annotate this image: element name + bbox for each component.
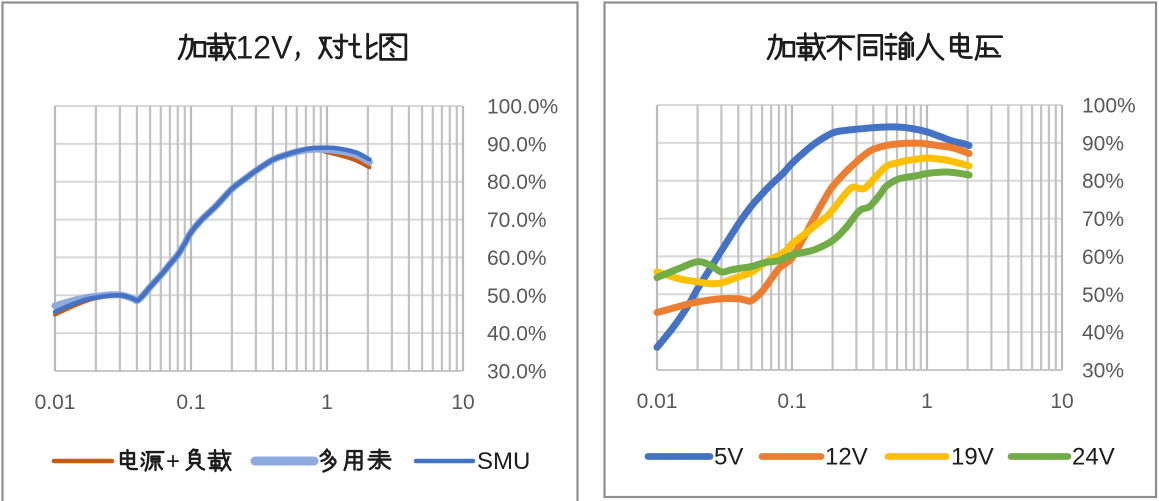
svg-text:90%: 90% — [1082, 132, 1124, 155]
svg-text:1: 1 — [921, 390, 933, 413]
svg-text:5V: 5V — [714, 444, 743, 471]
svg-text:70.0%: 70.0% — [487, 209, 547, 232]
svg-text:10: 10 — [1050, 390, 1073, 413]
svg-text:50%: 50% — [1082, 284, 1124, 307]
svg-text:60.0%: 60.0% — [487, 247, 547, 270]
svg-text:40%: 40% — [1082, 322, 1124, 345]
svg-text:SMU: SMU — [477, 448, 530, 475]
svg-text:0.01: 0.01 — [35, 391, 76, 414]
svg-text:30%: 30% — [1082, 360, 1124, 383]
svg-text:24V: 24V — [1072, 444, 1115, 471]
svg-text:12V: 12V — [825, 444, 868, 471]
svg-text:19V: 19V — [951, 444, 994, 471]
svg-text:80%: 80% — [1082, 170, 1124, 193]
svg-text:12V: 12V — [236, 30, 294, 66]
svg-text:10: 10 — [451, 391, 474, 414]
svg-text:0.01: 0.01 — [637, 390, 678, 413]
svg-text:40.0%: 40.0% — [487, 323, 547, 346]
svg-text:100%: 100% — [1082, 95, 1136, 118]
svg-text:+: + — [166, 448, 180, 475]
svg-text:30.0%: 30.0% — [487, 361, 547, 384]
svg-text:0.1: 0.1 — [777, 390, 806, 413]
svg-text:50.0%: 50.0% — [487, 285, 547, 308]
svg-text:70%: 70% — [1082, 208, 1124, 231]
svg-text:60%: 60% — [1082, 246, 1124, 269]
svg-text:80.0%: 80.0% — [487, 171, 547, 194]
svg-text:100.0%: 100.0% — [487, 96, 558, 119]
svg-text:1: 1 — [321, 391, 333, 414]
svg-text:90.0%: 90.0% — [487, 133, 547, 156]
svg-text:0.1: 0.1 — [176, 391, 205, 414]
